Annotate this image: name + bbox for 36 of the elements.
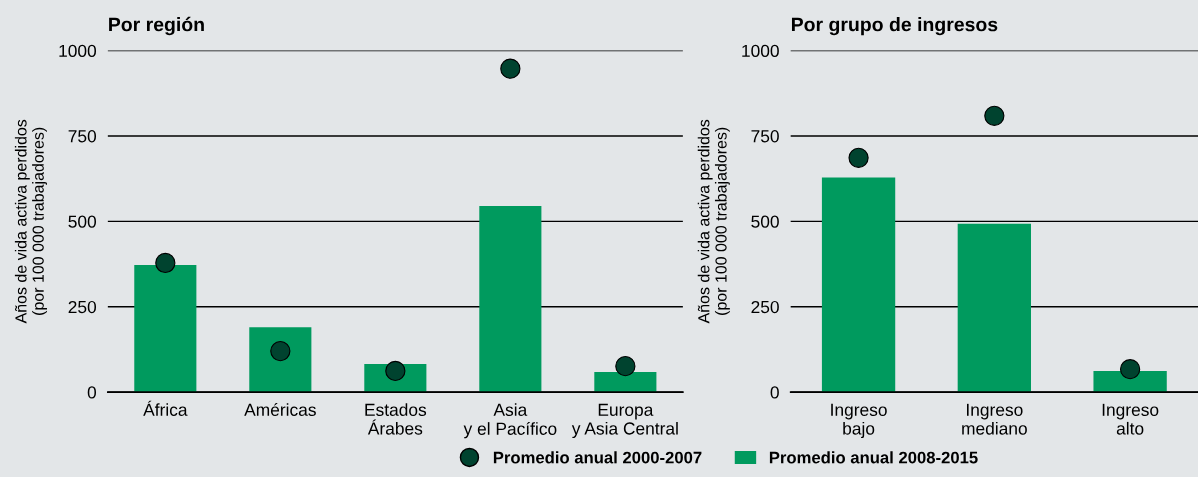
bar bbox=[957, 223, 1031, 393]
point bbox=[155, 252, 176, 274]
chart-title: Por región bbox=[109, 16, 204, 36]
y-axis-title: Años de vida activa perdidos (por 100 000 trabajadores) bbox=[697, 119, 730, 324]
bar bbox=[479, 205, 542, 393]
y-tick-label: 1000 bbox=[59, 44, 97, 58]
x-tick-label: Ingreso mediano bbox=[962, 403, 1027, 435]
x-tick-label: Ingreso alto bbox=[1102, 403, 1159, 435]
y-tick-label: 0 bbox=[87, 386, 97, 399]
x-tick-label: Américas bbox=[244, 403, 316, 416]
legend-label: Promedio anual 2000-2007 bbox=[493, 451, 702, 464]
point bbox=[984, 105, 1005, 126]
x-tick-label: Estados Árabes bbox=[365, 403, 427, 435]
y-tick-label: 750 bbox=[68, 130, 97, 143]
point bbox=[500, 58, 521, 79]
bar bbox=[134, 265, 197, 393]
y-tick-label: 750 bbox=[751, 130, 779, 143]
y-tick-label: 0 bbox=[770, 386, 779, 399]
x-tick-label: Europa y Asia Central bbox=[571, 403, 678, 439]
y-tick-label: 500 bbox=[751, 215, 779, 228]
y-tick-label: 250 bbox=[68, 300, 97, 314]
y-tick-label: 1000 bbox=[742, 44, 779, 58]
bar bbox=[821, 177, 896, 393]
point bbox=[615, 356, 636, 377]
x-tick-label: Ingreso bajo bbox=[831, 403, 887, 439]
point bbox=[1119, 359, 1141, 380]
bar bbox=[249, 327, 312, 393]
x-tick-label: Asia y el Pacífico bbox=[463, 403, 557, 439]
point bbox=[848, 147, 869, 168]
bar bbox=[594, 371, 657, 393]
y-tick-label: 500 bbox=[68, 215, 97, 228]
chart-title: Por grupo de ingresos bbox=[791, 17, 998, 36]
legend-label: Promedio anual 2008-2015 bbox=[769, 451, 978, 464]
x-tick-label: África bbox=[143, 400, 188, 416]
y-tick-label: 250 bbox=[751, 300, 779, 314]
y-axis-title: Años de vida activa perdidos (por 100 000 trabajadores) bbox=[14, 119, 47, 324]
